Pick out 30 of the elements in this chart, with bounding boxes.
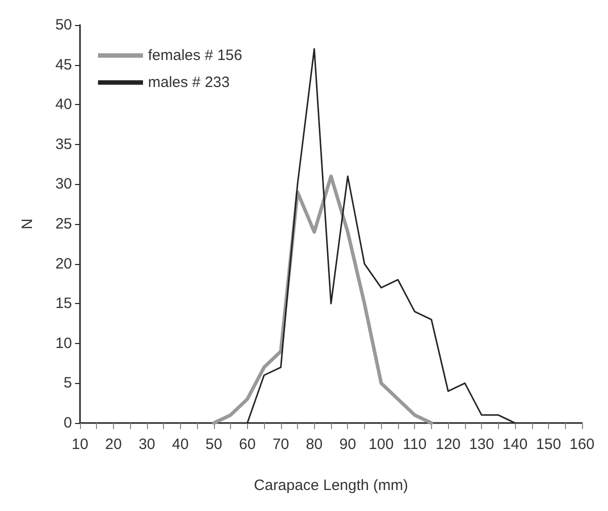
x-tick-label: 60 bbox=[238, 436, 256, 453]
y-tick-label: 15 bbox=[55, 295, 72, 312]
y-tick-label: 0 bbox=[64, 414, 72, 432]
y-tick-label: 20 bbox=[55, 255, 72, 272]
x-tick-label: 50 bbox=[206, 436, 222, 453]
x-tick-label: 150 bbox=[536, 436, 562, 453]
y-tick-label: 40 bbox=[55, 96, 72, 114]
x-axis-title: Carapace Length (mm) bbox=[254, 477, 408, 494]
x-tick-label: 70 bbox=[272, 436, 290, 453]
y-tick-label: 50 bbox=[55, 16, 72, 34]
x-tick-label: 130 bbox=[469, 436, 494, 453]
y-axis-title: N bbox=[19, 218, 36, 230]
x-tick-label: 120 bbox=[436, 436, 461, 453]
x-tick-label: 90 bbox=[339, 436, 356, 453]
y-tick-label: 5 bbox=[64, 374, 72, 392]
legend-label: females # 156 bbox=[148, 47, 242, 64]
x-tick-label: 160 bbox=[569, 436, 595, 453]
y-tick-label: 30 bbox=[55, 176, 72, 193]
y-tick-label: 10 bbox=[55, 334, 72, 352]
x-tick-label: 30 bbox=[138, 436, 156, 453]
y-tick-label: 25 bbox=[55, 216, 72, 232]
y-tick-label: 35 bbox=[55, 136, 72, 153]
x-tick-label: 110 bbox=[402, 436, 427, 453]
x-tick-label: 40 bbox=[172, 436, 189, 453]
x-tick-label: 20 bbox=[105, 436, 122, 453]
x-tick-label: 80 bbox=[306, 436, 323, 453]
x-tick-label: 100 bbox=[368, 436, 394, 453]
y-tick-label: 45 bbox=[55, 56, 72, 74]
legend-label: males # 233 bbox=[148, 74, 230, 91]
x-tick-label: 140 bbox=[502, 436, 528, 453]
